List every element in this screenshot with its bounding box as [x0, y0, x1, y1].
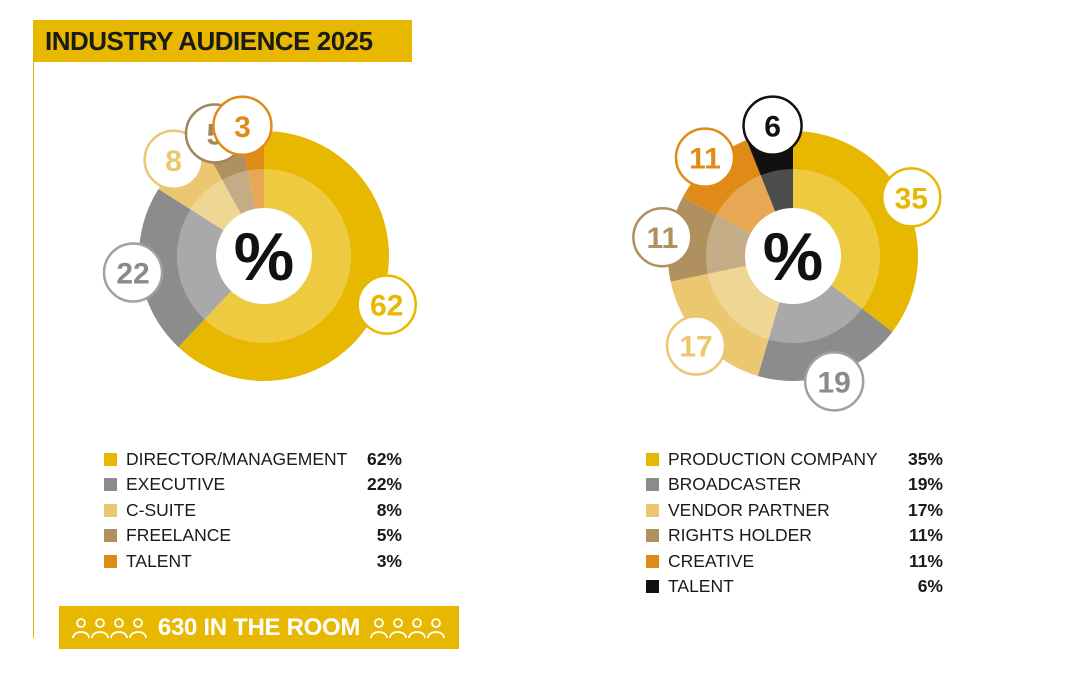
legend-value: 11%: [908, 550, 943, 571]
legend-item: CREATIVE 11%: [646, 549, 943, 574]
donut-center: [745, 208, 841, 304]
legend-value: 8%: [376, 499, 402, 520]
legend-swatch: [104, 554, 117, 568]
legend-item: TALENT 6%: [646, 574, 943, 599]
legend-value: 35%: [907, 449, 943, 469]
value-bubble-label: 6: [764, 111, 781, 144]
page-title: INDUSTRY AUDIENCE 2025: [33, 20, 412, 62]
left-divider: [33, 62, 34, 638]
legend-value: 11%: [908, 525, 943, 546]
legend-label: TALENT: [126, 550, 192, 571]
people-group-icon: [71, 616, 148, 640]
value-bubble: [212, 95, 273, 157]
legend-item: PRODUCTION COMPANY 35%: [646, 447, 943, 472]
legend-item: BROADCASTER 19%: [646, 472, 943, 497]
value-bubble-label: 3: [234, 111, 251, 144]
value-bubble-label: 11: [689, 143, 721, 176]
legend-left: DIRECTOR/MANAGEMENT 62% EXECUTIVE 22% C-SUIT…: [104, 447, 402, 574]
value-bubble-label: 35: [895, 182, 928, 215]
legend-item: EXECUTIVE 22%: [104, 472, 402, 497]
value-bubble: [674, 127, 736, 188]
donut-chart-0: %6222853: [102, 95, 417, 381]
legend-item: RIGHTS HOLDER 11%: [646, 523, 943, 548]
legend-swatch: [104, 478, 117, 492]
legend-swatch: [646, 554, 659, 568]
legend-value: 19%: [907, 474, 943, 495]
center-percent-label: %: [234, 219, 294, 295]
donut-center: [216, 208, 312, 304]
value-bubble-label: 11: [646, 222, 678, 255]
legend-swatch: [646, 529, 659, 543]
legend-swatch: [104, 503, 117, 517]
legend-label: FREELANCE: [126, 525, 232, 546]
value-bubble: [665, 315, 727, 376]
legend-value: 6%: [917, 575, 943, 596]
audience-count-text: 630 IN THE ROOM: [157, 613, 361, 641]
legend-label: TALENT: [668, 575, 734, 596]
legend-item: VENDOR PARTNER 17%: [646, 498, 943, 523]
value-bubble-label: 19: [818, 366, 851, 399]
center-percent-label: %: [763, 219, 823, 295]
legend-item: C-SUITE 8%: [104, 498, 402, 523]
legend-item: FREELANCE 5%: [104, 523, 402, 548]
legend-swatch: [104, 529, 117, 543]
legend-item: DIRECTOR/MANAGEMENT 62%: [104, 447, 402, 472]
legend-label: VENDOR PARTNER: [668, 499, 830, 520]
value-bubble: [102, 242, 164, 303]
legend-swatch: [104, 453, 117, 466]
legend-swatch: [646, 453, 659, 466]
legend-label: PRODUCTION COMPANY: [668, 449, 878, 469]
legend-item: TALENT 3%: [104, 549, 402, 574]
legend-label: EXECUTIVE: [126, 474, 226, 495]
value-bubble-label: 22: [116, 258, 149, 291]
legend-right: PRODUCTION COMPANY 35% BROADCASTER 19% VENDO…: [646, 447, 943, 599]
pie-slice: [138, 189, 264, 348]
legend-value: 62%: [366, 449, 402, 469]
value-bubble-label: 62: [370, 290, 403, 323]
legend-label: C-SUITE: [126, 499, 196, 520]
legend-value: 3%: [376, 550, 402, 571]
value-bubble-label: 8: [165, 145, 182, 178]
legend-value: 5%: [376, 525, 402, 546]
legend-swatch: [646, 579, 659, 593]
legend-value: 22%: [366, 474, 402, 495]
value-bubble-label: 17: [679, 331, 712, 364]
value-bubble: [356, 274, 417, 335]
value-bubble: [803, 351, 865, 412]
people-group-icon: [370, 616, 446, 640]
legend-value: 17%: [907, 499, 943, 520]
value-bubble: [742, 95, 803, 156]
legend-label: BROADCASTER: [668, 474, 802, 495]
legend-swatch: [646, 478, 659, 492]
audience-count-banner: 630 IN THE ROOM: [59, 606, 459, 649]
legend-label: DIRECTOR/MANAGEMENT: [126, 449, 348, 469]
value-bubble: [632, 206, 693, 268]
legend-label: CREATIVE: [668, 550, 755, 571]
donut-chart-1: % 35 19 17 11 11 6: [632, 95, 942, 412]
legend-swatch: [646, 503, 659, 517]
legend-label: RIGHTS HOLDER: [668, 525, 812, 546]
value-bubble: [881, 167, 942, 228]
